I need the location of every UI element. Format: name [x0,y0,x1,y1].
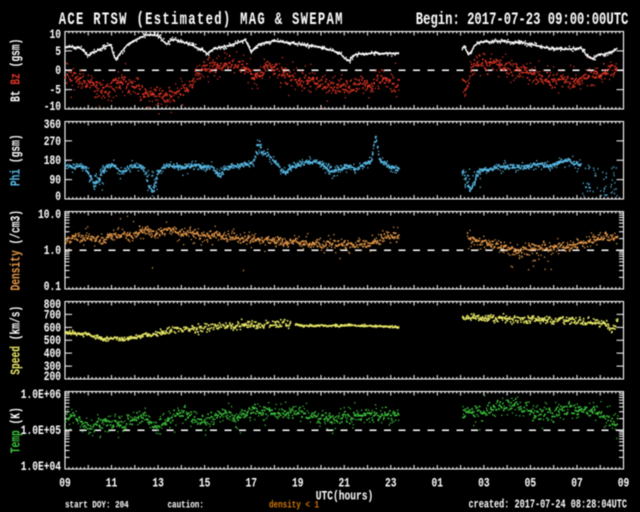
svg-text:19: 19 [292,477,304,490]
svg-text:700: 700 [44,309,62,322]
svg-text:13: 13 [152,477,164,490]
svg-text:15: 15 [199,477,211,490]
svg-text:Temp (K): Temp (K) [8,407,24,453]
svg-text:07: 07 [571,477,583,490]
svg-text:21: 21 [338,477,350,490]
svg-text:09: 09 [618,477,630,490]
svg-text:800: 800 [44,299,62,312]
svg-text:10.0: 10.0 [38,209,61,222]
svg-text:0: 0 [55,65,61,78]
svg-text:500: 500 [44,335,62,348]
svg-text:Begin: 2017-07-23 09:00:00UTC: Begin: 2017-07-23 09:00:00UTC [416,10,629,30]
svg-text:Phi (gsm): Phi (gsm) [8,134,24,186]
svg-text:-10: -10 [44,101,62,114]
svg-text:90: 90 [49,175,61,188]
svg-text:300: 300 [44,361,62,374]
svg-text:Density (/cm3): Density (/cm3) [8,210,24,291]
svg-text:ACE RTSW (Estimated) MAG & SWE: ACE RTSW (Estimated) MAG & SWEPAM [59,10,344,30]
svg-text:Speed (km/s): Speed (km/s) [8,306,24,375]
svg-text:1.0E+06: 1.0E+06 [21,389,62,402]
svg-text:Bt Bz (gsm): Bt Bz (gsm) [8,39,24,102]
svg-text:start DOY: 204: start DOY: 204 [65,498,129,511]
svg-text:1.0: 1.0 [44,245,62,258]
svg-text:density < 1: density < 1 [269,498,319,511]
svg-text:0: 0 [55,191,61,204]
svg-text:05: 05 [525,477,537,490]
svg-text:0.1: 0.1 [44,281,62,294]
svg-text:200: 200 [44,371,62,384]
svg-text:270: 270 [44,136,62,149]
svg-text:10: 10 [49,29,61,42]
svg-text:1.0E+05: 1.0E+05 [21,425,62,438]
svg-text:11: 11 [106,477,118,490]
svg-text:1.0E+04: 1.0E+04 [21,461,62,474]
svg-text:caution:: caution: [168,498,204,511]
svg-text:UTC(hours): UTC(hours) [316,491,374,504]
svg-text:-5: -5 [49,85,61,98]
svg-text:17: 17 [245,477,257,490]
svg-text:400: 400 [44,348,62,361]
svg-text:5: 5 [55,46,61,59]
svg-text:01: 01 [432,477,444,490]
svg-text:09: 09 [59,477,71,490]
svg-text:180: 180 [44,155,62,168]
svg-text:360: 360 [44,119,62,132]
svg-text:600: 600 [44,322,62,335]
svg-text:03: 03 [478,477,490,490]
svg-text:created: 2017-07-24 08:28:04UT: created: 2017-07-24 08:28:04UTC [469,498,627,512]
svg-text:23: 23 [385,477,397,490]
